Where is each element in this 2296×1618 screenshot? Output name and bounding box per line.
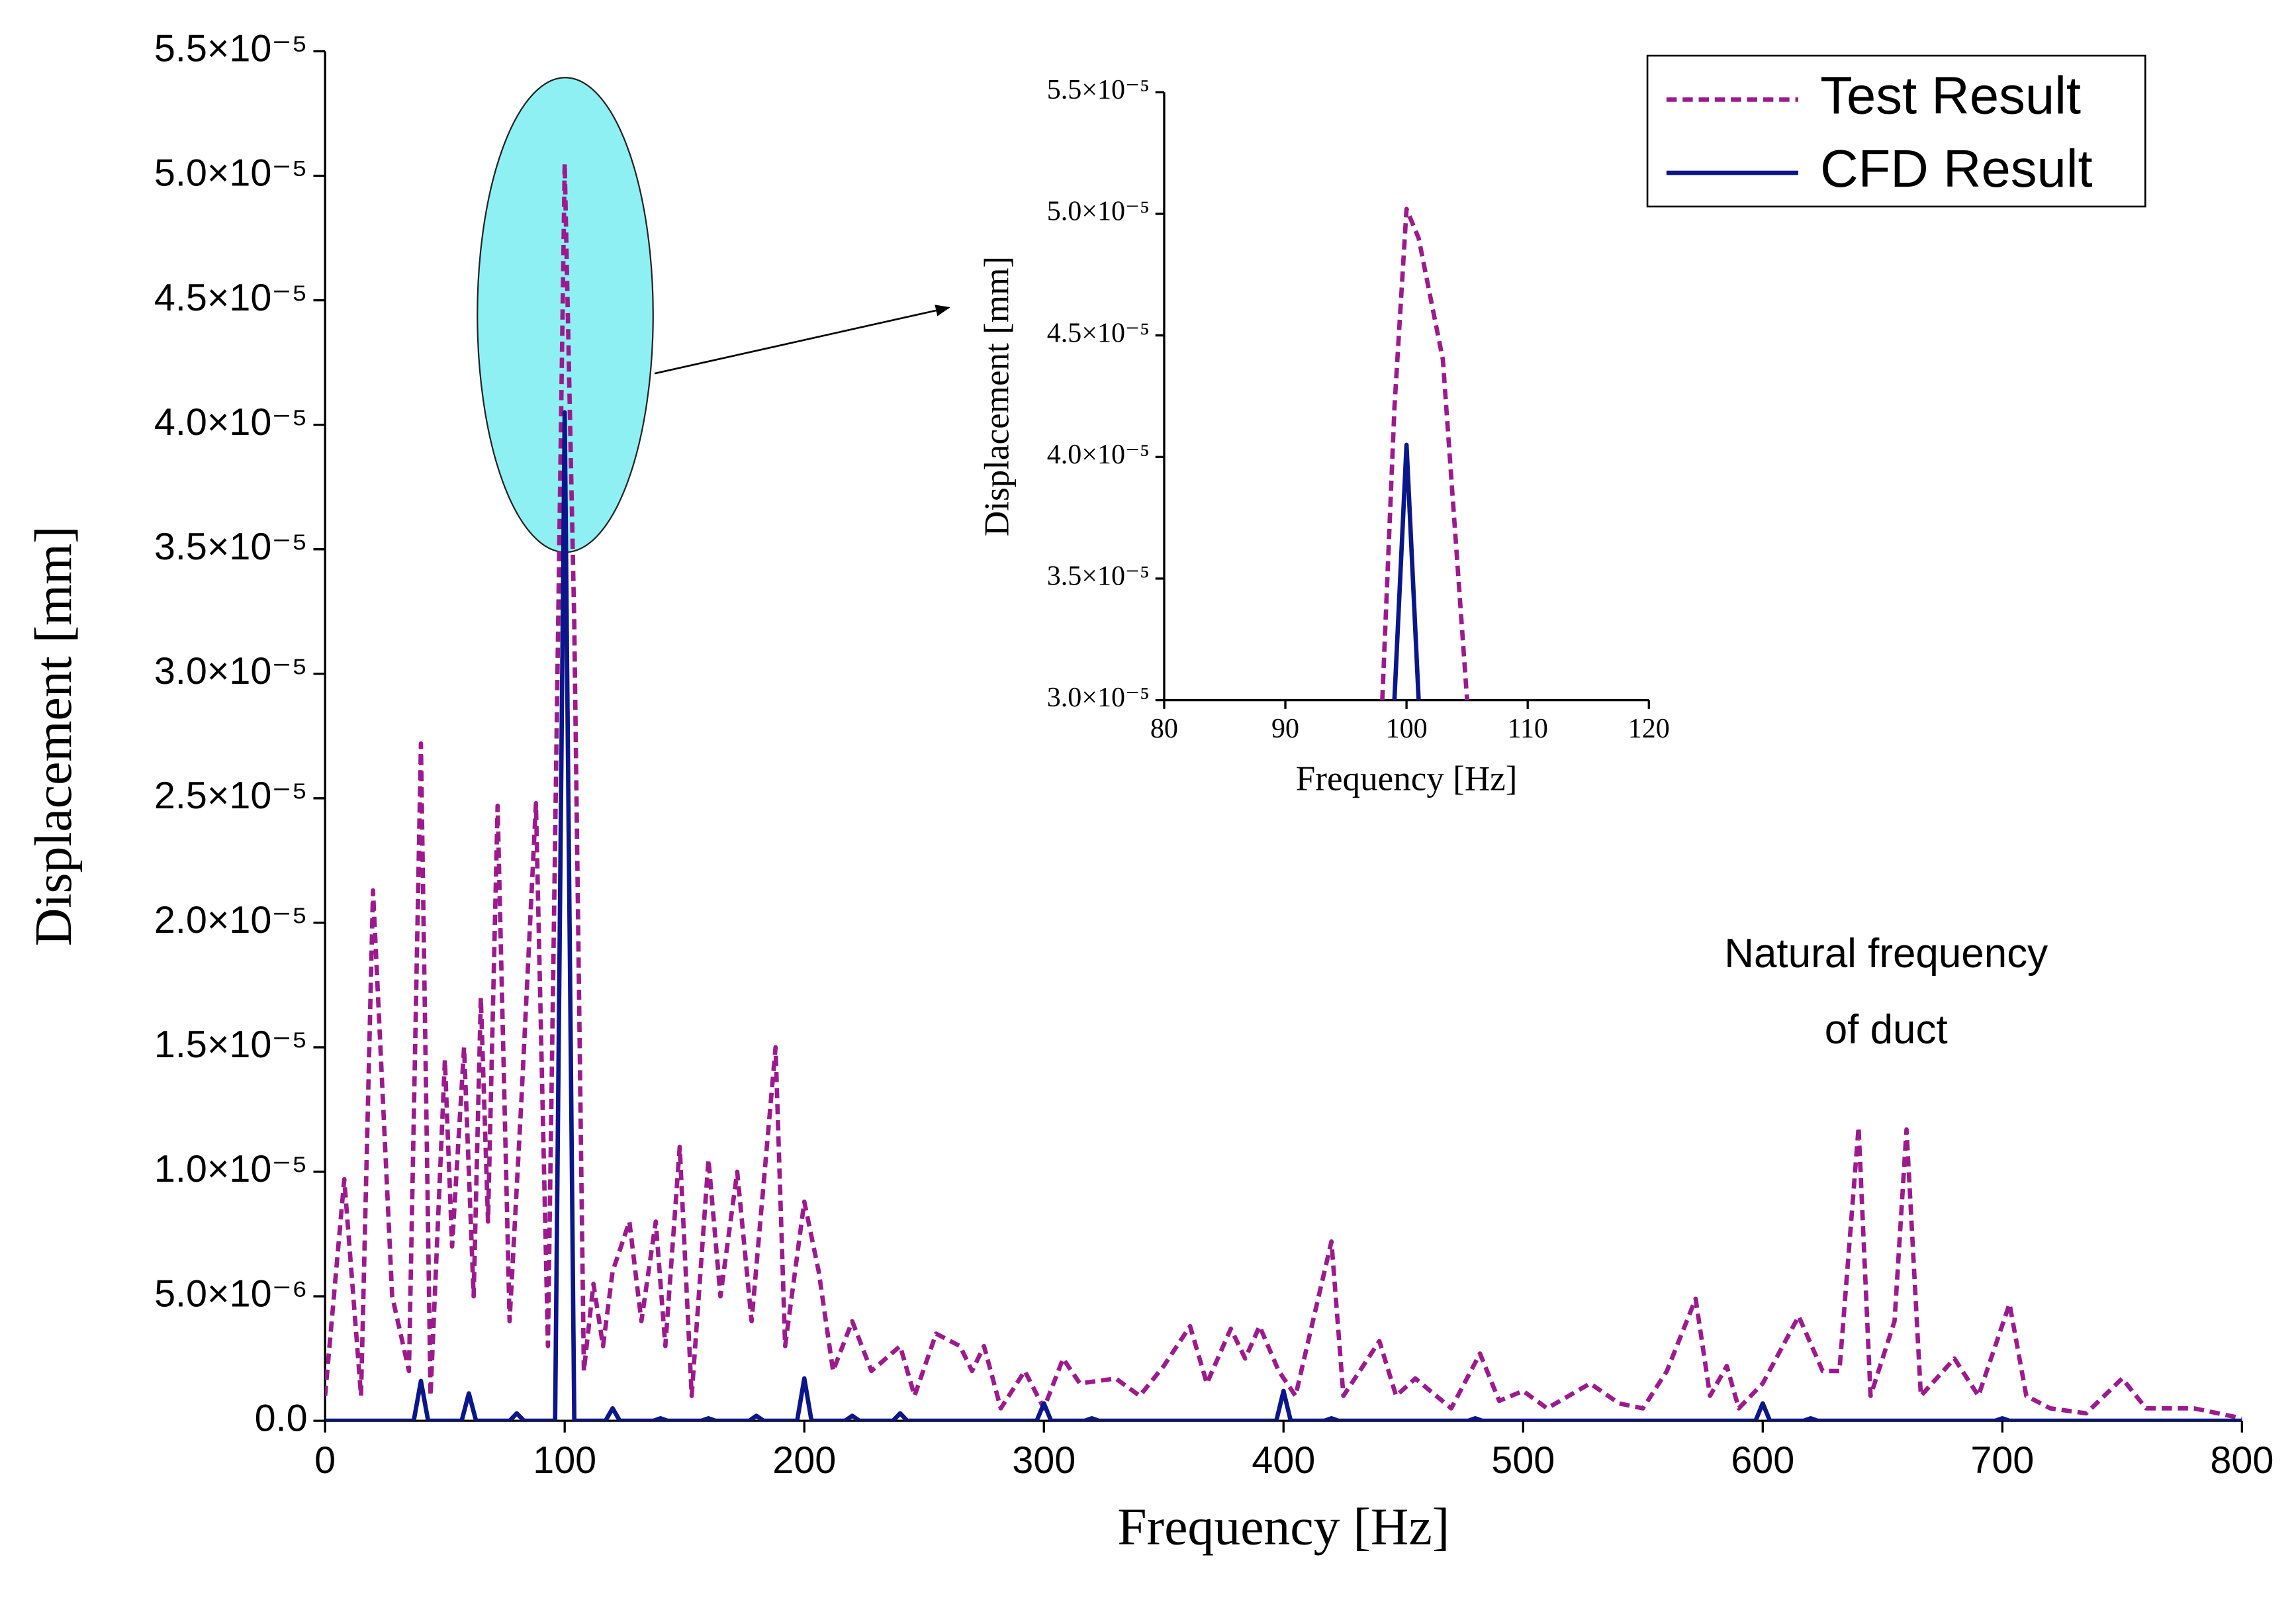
y-tick-label: 3.0×10⁻⁵ [154, 650, 308, 692]
x-axis-title: Frequency [Hz] [1296, 760, 1518, 798]
y-tick-label: 4.0×10⁻⁵ [154, 401, 308, 444]
x-tick-label: 200 [772, 1439, 836, 1482]
x-tick-label: 80 [1150, 714, 1178, 744]
series-line [1392, 442, 1421, 700]
x-axis-title: Frequency [Hz] [1117, 1498, 1449, 1556]
y-tick-label: 5.5×10⁻⁵ [154, 28, 308, 70]
x-tick-label: 400 [1252, 1439, 1315, 1482]
chart-layer: 0.0 5.0×10⁻⁶ 1.0×10⁻⁵ 1.5×10⁻⁵ 2.0×10⁻⁵ 2.5×1… [24, 28, 2274, 1556]
y-tick-label: 5.0×10⁻⁵ [154, 152, 308, 195]
x-tick-label: 500 [1491, 1439, 1555, 1482]
y-axis-title: Displacement [mm] [24, 526, 83, 946]
x-tick-label: 600 [1731, 1439, 1794, 1482]
y-tick-label: 5.0×10⁻⁶ [154, 1272, 308, 1315]
series-line [325, 161, 2242, 1421]
y-tick-label: 5.5×10⁻⁵ [1047, 75, 1150, 105]
x-tick-label: 100 [533, 1439, 596, 1482]
x-tick-label: 300 [1012, 1439, 1076, 1482]
legend-label: CFD Result [1820, 139, 2093, 198]
y-tick-label: 5.0×10⁻⁵ [1047, 197, 1150, 227]
y-tick-label: 4.0×10⁻⁵ [1047, 440, 1150, 470]
x-tick-label: 0 [314, 1439, 336, 1482]
y-tick-label: 2.5×10⁻⁵ [154, 775, 308, 817]
annotation: of duct [1825, 1007, 1948, 1053]
x-tick-label: 120 [1628, 714, 1670, 744]
canvas: 0.0 5.0×10⁻⁶ 1.0×10⁻⁵ 1.5×10⁻⁵ 2.0×10⁻⁵ 2.5×1… [24, 28, 2274, 1556]
x-tick-label: 800 [2210, 1439, 2273, 1482]
y-tick-label: 1.0×10⁻⁵ [154, 1148, 308, 1190]
annotation: Natural frequency [1724, 931, 2048, 976]
y-tick-label: 2.0×10⁻⁵ [154, 899, 308, 941]
series-line [325, 410, 2242, 1421]
x-tick-label: 100 [1386, 714, 1428, 744]
series-line [1380, 207, 1469, 700]
y-tick-label: 4.5×10⁻⁵ [154, 277, 308, 319]
highlight-layer [477, 77, 950, 553]
y-axis-title: Displacement [mm] [978, 256, 1016, 536]
y-tick-label: 3.5×10⁻⁵ [1047, 561, 1150, 592]
x-tick-label: 90 [1271, 714, 1299, 744]
x-tick-label: 110 [1507, 714, 1547, 744]
chart: 3.0×10⁻⁵ 3.5×10⁻⁵ 4.0×10⁻⁵ 4.5×10⁻⁵ 5.0×10⁻⁵… [978, 75, 1669, 798]
zoom-arrow [654, 305, 950, 375]
legend-box [1646, 54, 2146, 208]
chart: 0.0 5.0×10⁻⁶ 1.0×10⁻⁵ 1.5×10⁻⁵ 2.0×10⁻⁵ 2.5×1… [24, 28, 2274, 1556]
y-tick-label: 0.0 [255, 1397, 308, 1439]
y-tick-label: 1.5×10⁻⁵ [154, 1023, 308, 1066]
y-tick-label: 3.0×10⁻⁵ [1047, 683, 1150, 713]
y-tick-label: 4.5×10⁻⁵ [1047, 318, 1150, 348]
y-tick-label: 3.5×10⁻⁵ [154, 526, 308, 568]
x-tick-label: 700 [1970, 1439, 2034, 1482]
legend-label: Test Result [1820, 66, 2081, 124]
